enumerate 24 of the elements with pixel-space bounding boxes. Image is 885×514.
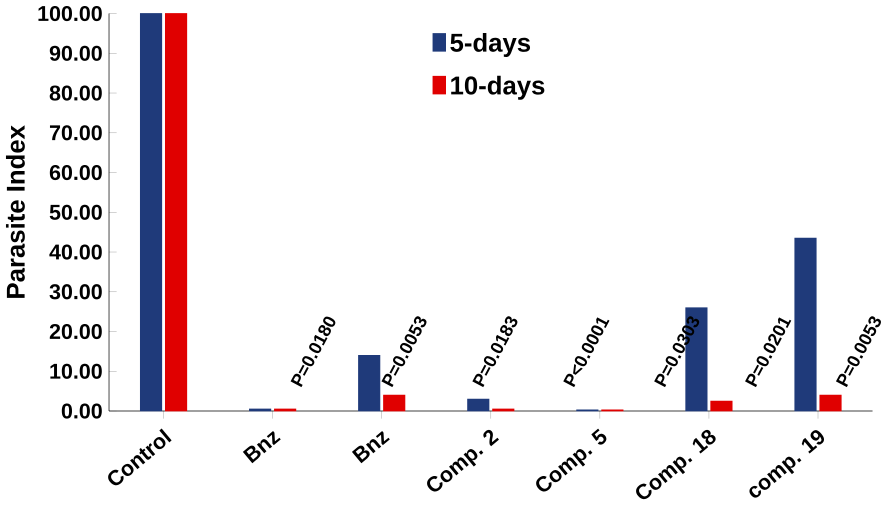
y-tick-label: 90.00 [50,46,102,61]
y-tick-label: 60.00 [50,164,102,180]
y-tick-label: 100.00 [38,6,102,22]
legend-label: 5-days [450,32,530,57]
y-tick-label: 40.00 [49,244,102,260]
x-tick-label: Bnz [242,430,281,464]
bar [819,394,842,412]
y-tick-label: 20.00 [50,324,102,340]
x-tick-label: Bnz [352,430,390,464]
y-axis-title: Parasite Index [6,125,25,298]
bar [794,238,817,412]
y-tick-label: 30.00 [50,284,102,300]
bar [140,13,162,412]
y-tick-label: 50.00 [50,204,102,220]
y-tick-label: 80.00 [50,85,102,101]
legend-label: 10-days [451,76,544,100]
y-tick-label: 10.00 [50,364,102,379]
y-tick-label: 70.00 [50,125,102,140]
bar [164,13,188,412]
bar [358,354,380,412]
bar [467,398,490,412]
y-tick-label: 0.00 [62,403,102,419]
bar [710,400,733,412]
bar [383,394,406,412]
